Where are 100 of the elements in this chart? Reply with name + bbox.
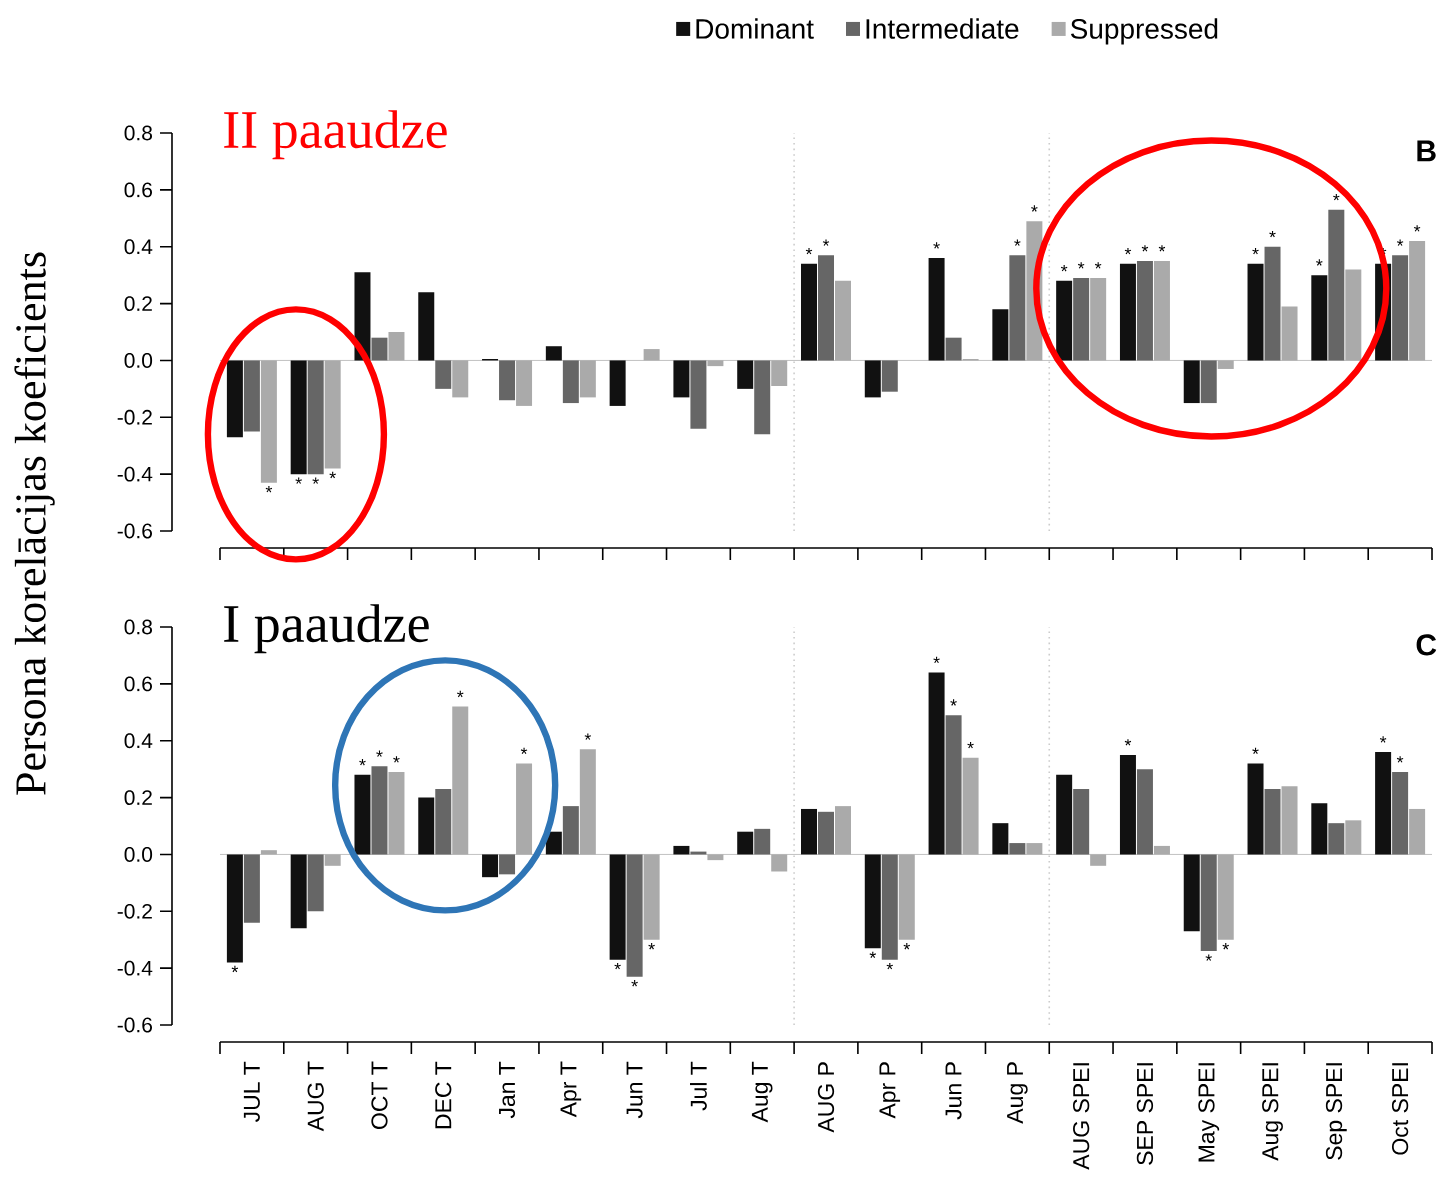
bar xyxy=(818,811,834,855)
bar xyxy=(754,828,771,855)
bar xyxy=(307,854,324,912)
y-tick-label: 0.6 xyxy=(124,182,153,198)
data-label: * xyxy=(950,699,957,706)
bar xyxy=(1345,820,1362,855)
data-label: * xyxy=(584,733,592,740)
bar xyxy=(898,854,915,940)
bar xyxy=(452,360,469,398)
bar xyxy=(1247,763,1264,855)
bar xyxy=(928,258,945,361)
x-tick-label: Jan T xyxy=(499,1061,516,1119)
chart-title: I paaudze xyxy=(224,604,429,654)
data-label: * xyxy=(1158,245,1166,252)
y-tick-label: 0.8 xyxy=(124,619,153,635)
y-tick-label: -0.6 xyxy=(117,523,153,539)
bar xyxy=(418,797,435,855)
bar xyxy=(243,360,260,432)
data-label: * xyxy=(1413,225,1421,232)
data-label: * xyxy=(822,239,830,246)
bar xyxy=(673,360,690,398)
bar xyxy=(1056,280,1073,361)
chart-title: II paaudze xyxy=(224,110,447,160)
x-tick-label: AUG P xyxy=(817,1062,835,1133)
bar xyxy=(992,309,1009,361)
bar xyxy=(371,766,388,855)
legend-label: Dominant xyxy=(696,18,814,39)
x-tick-label: SEP SPEI xyxy=(1136,1063,1154,1165)
bar xyxy=(1217,360,1234,369)
bar xyxy=(260,850,277,855)
data-label: * xyxy=(886,963,893,970)
bar xyxy=(1073,278,1090,361)
bar xyxy=(1153,260,1170,361)
x-tick-label: Jun P xyxy=(945,1062,962,1120)
bar xyxy=(864,360,881,398)
bar xyxy=(801,808,817,855)
bar xyxy=(499,854,516,875)
data-label: * xyxy=(614,963,621,970)
bar xyxy=(435,789,452,855)
x-tick-label: Aug T xyxy=(751,1061,773,1123)
bar xyxy=(771,854,788,872)
bar xyxy=(609,360,626,406)
bar xyxy=(1183,854,1200,932)
data-label: * xyxy=(359,759,366,766)
bar xyxy=(562,360,579,404)
data-label: * xyxy=(1124,247,1132,255)
x-tick-label: Aug P xyxy=(1007,1062,1028,1124)
data-label: * xyxy=(1222,943,1229,950)
data-label: * xyxy=(1396,756,1404,763)
data-label: * xyxy=(1379,736,1387,743)
bar xyxy=(1264,789,1281,855)
bar xyxy=(226,854,243,963)
bar xyxy=(673,845,690,855)
y-tick-label: 0.4 xyxy=(124,733,153,749)
x-tick-label: Apr P xyxy=(879,1062,901,1119)
data-label: * xyxy=(1316,259,1323,266)
y-tick-label: 0.0 xyxy=(124,353,153,368)
bar xyxy=(707,854,724,861)
bar xyxy=(945,337,962,361)
data-label: * xyxy=(1396,239,1404,246)
bar xyxy=(324,854,341,866)
annotation: C xyxy=(1416,634,1437,656)
bar xyxy=(1026,843,1043,855)
x-tick-label: Jun T xyxy=(626,1061,643,1119)
x-tick-label: Jul T xyxy=(689,1061,707,1111)
y-tick-label: 0.4 xyxy=(124,239,153,255)
data-label: * xyxy=(1252,747,1259,755)
data-label: * xyxy=(1014,239,1021,246)
x-tick-label: May SPEI xyxy=(1198,1063,1220,1162)
bar xyxy=(1136,769,1153,855)
data-label: * xyxy=(231,965,239,973)
y-tick-label: 0.2 xyxy=(124,790,152,806)
bar xyxy=(290,854,307,929)
bar xyxy=(1119,754,1136,855)
data-label: * xyxy=(1124,739,1132,746)
y-tick-label: -0.4 xyxy=(117,466,153,482)
data-label: * xyxy=(295,477,302,484)
data-label: * xyxy=(631,980,638,987)
x-tick-label: Oct SPEI xyxy=(1391,1063,1409,1155)
bar xyxy=(881,360,898,392)
x-tick-label: AUG T xyxy=(307,1061,324,1132)
bar xyxy=(1056,774,1073,855)
bar xyxy=(418,292,435,361)
data-label: * xyxy=(1269,230,1276,238)
data-label: * xyxy=(312,477,319,484)
x-tick-label: Aug SPEI xyxy=(1262,1063,1283,1161)
bar xyxy=(754,360,771,435)
bar xyxy=(835,280,851,361)
bar xyxy=(562,806,579,855)
bar xyxy=(1311,803,1328,855)
annotation: B xyxy=(1417,140,1436,162)
bar xyxy=(579,360,596,398)
bar xyxy=(707,360,724,367)
bar xyxy=(771,360,788,387)
bar xyxy=(1311,275,1328,361)
bar xyxy=(690,360,707,429)
y-axis-title: Persona korelācijas koeficients xyxy=(14,252,55,795)
data-label: * xyxy=(933,242,940,249)
x-tick-label: DEC T xyxy=(435,1061,452,1129)
bar xyxy=(1200,854,1217,952)
